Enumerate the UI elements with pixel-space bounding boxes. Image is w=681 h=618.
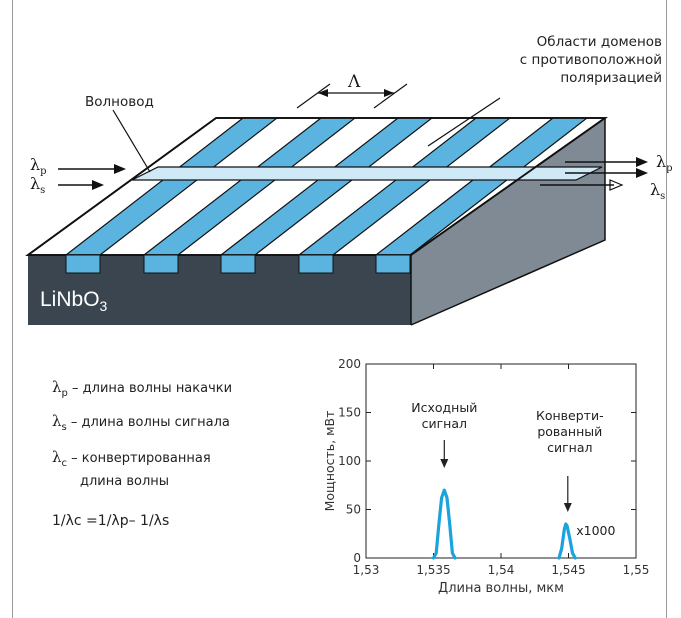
period-marker bbox=[296, 83, 408, 109]
series-original-signal bbox=[431, 488, 457, 560]
legend-converted-text: – конвертированная bbox=[71, 451, 211, 466]
domains-label-line3: поляризацией bbox=[560, 70, 662, 86]
x-tick-label: 1,55 bbox=[623, 563, 650, 577]
y-axis-label: Мощность, мВт bbox=[322, 411, 337, 512]
input-beam-signal: λs bbox=[30, 174, 46, 196]
side-edge bbox=[410, 118, 606, 326]
y-tick-label: 100 bbox=[338, 454, 361, 468]
input-beam-signal-symbol: λ bbox=[30, 174, 41, 193]
input-beam-pump-symbol: λ bbox=[30, 155, 41, 174]
crystal-diagram bbox=[25, 83, 648, 326]
input-beam-signal-sub: s bbox=[40, 185, 46, 196]
x-tick-label: 1,545 bbox=[551, 563, 585, 577]
y-tick-label: 0 bbox=[353, 551, 361, 565]
legend-pump-symbol: λ bbox=[52, 378, 62, 396]
annotation-original-signal: сигнал bbox=[422, 416, 467, 431]
x-axis-label: Длина волны, мкм bbox=[438, 581, 564, 596]
y-tick-label: 150 bbox=[338, 406, 361, 420]
y-tick-label: 50 bbox=[346, 503, 361, 517]
annotation-arrowhead bbox=[563, 503, 572, 512]
domains-label-line1: Области доменов bbox=[536, 34, 662, 50]
domain-cross-sections bbox=[65, 254, 411, 274]
annotation-scale-factor: x1000 bbox=[576, 523, 615, 538]
domains-label-line2: с противоположной bbox=[519, 52, 662, 68]
output-beam-arrows bbox=[540, 157, 648, 191]
annotation-converted-signal: сигнал bbox=[547, 440, 592, 455]
input-beam-arrows bbox=[58, 164, 126, 190]
y-tick-label: 200 bbox=[338, 357, 361, 371]
crystal-label: LiNbO3 bbox=[40, 288, 108, 314]
waveguide-pointer bbox=[112, 109, 151, 173]
output-beam-signal-symbol: λ bbox=[650, 180, 661, 199]
crystal-label-main: LiNbO bbox=[40, 288, 100, 311]
frame-border-left bbox=[12, 0, 13, 618]
plot-frame bbox=[365, 363, 637, 559]
waveguide-label: Волновод bbox=[85, 94, 154, 110]
series-converted-signal bbox=[557, 522, 577, 560]
legend-signal-symbol: λ bbox=[52, 412, 62, 430]
output-beam-pump: λp bbox=[656, 152, 673, 174]
legend-pump-sub: p bbox=[61, 388, 68, 399]
legend-signal-sub: s bbox=[61, 422, 67, 433]
legend-signal: λs – длина волны сигнала bbox=[52, 412, 230, 433]
domains-pointer bbox=[427, 97, 501, 147]
legend-pump: λp – длина волны накачки bbox=[52, 378, 233, 399]
annotation-converted-signal: Конверти- bbox=[536, 408, 604, 423]
legend-converted-text2: длина волны bbox=[80, 474, 170, 489]
domain-notch bbox=[65, 254, 101, 274]
frame-border-right bbox=[666, 0, 667, 618]
domain-notch bbox=[143, 254, 179, 274]
formula: 1/λc =1/λp– 1/λs bbox=[52, 513, 170, 529]
x-tick-label: 1,53 bbox=[353, 563, 380, 577]
x-tick-label: 1,535 bbox=[416, 563, 450, 577]
domain-notch bbox=[298, 254, 334, 274]
domain-notch bbox=[220, 254, 256, 274]
legend-signal-text: – длина волны сигнала bbox=[70, 415, 230, 430]
legend-converted-symbol: λ bbox=[52, 448, 62, 466]
output-beam-pump-symbol: λ bbox=[656, 152, 667, 171]
domains-label: Области доменов с противоположной поляри… bbox=[520, 33, 662, 87]
input-beam-pump: λp bbox=[30, 155, 47, 177]
legend-converted: λc – конвертированная длина волны bbox=[52, 446, 211, 493]
crystal-label-sub: 3 bbox=[99, 298, 108, 314]
input-beam-pump-sub: p bbox=[40, 166, 47, 177]
output-beam-pump-sub: p bbox=[666, 163, 673, 174]
legend-pump-text: – длина волны накачки bbox=[72, 381, 233, 396]
output-beam-signal: λs bbox=[650, 180, 666, 202]
period-label: Λ bbox=[348, 72, 361, 92]
annotation-arrowhead bbox=[440, 459, 449, 468]
annotation-original-signal: Исходный bbox=[411, 400, 477, 415]
annotation-converted-signal: рованный bbox=[537, 424, 602, 439]
output-beam-signal-sub: s bbox=[660, 191, 666, 202]
x-tick-label: 1,54 bbox=[488, 563, 515, 577]
domain-notch bbox=[375, 254, 411, 274]
legend-converted-sub: c bbox=[61, 458, 68, 469]
